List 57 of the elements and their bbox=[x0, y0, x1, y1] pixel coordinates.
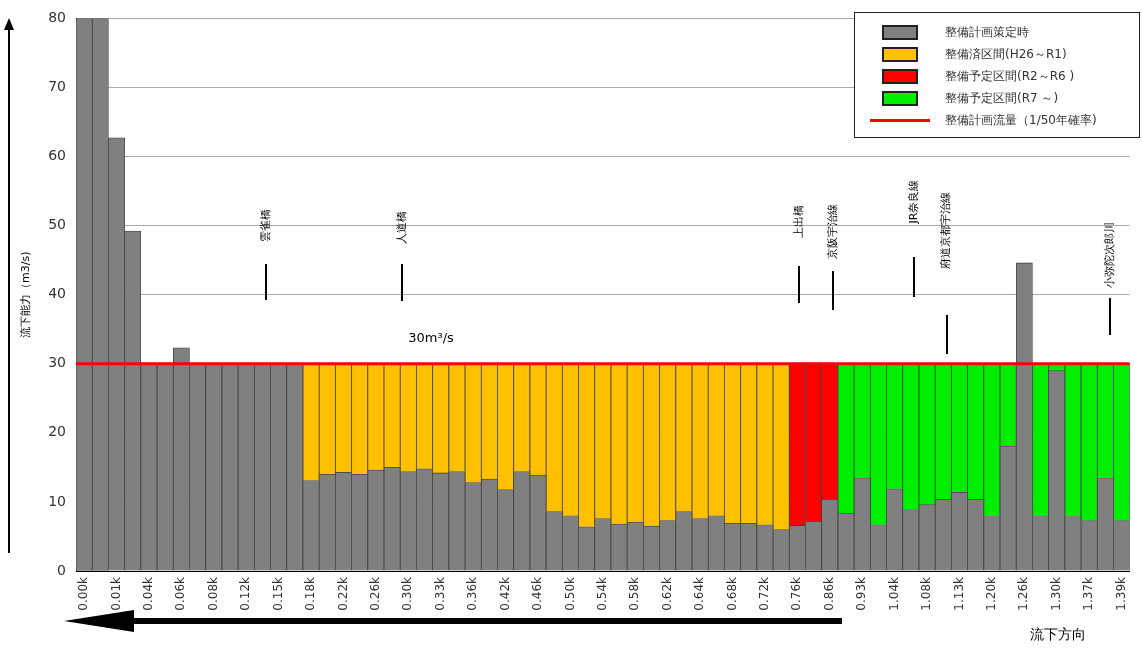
x-tick-label: 1.37k bbox=[1081, 576, 1096, 611]
y-axis-title: 流下能力（m3/s) bbox=[19, 251, 33, 338]
x-tick-label: 0.68k bbox=[724, 576, 739, 611]
x-tick-label: 0.62k bbox=[659, 576, 674, 611]
x-tick-label: 0.50k bbox=[562, 576, 577, 611]
legend-label: 整備予定区間(R2～R6 ) bbox=[945, 67, 1075, 85]
annotation: JR奈良線 bbox=[906, 179, 920, 225]
x-tick-label: 0.30k bbox=[400, 576, 415, 611]
x-tick-label: 1.39k bbox=[1113, 576, 1128, 611]
x-tick-label: 0.64k bbox=[692, 576, 707, 611]
annotation: 30m³/s bbox=[408, 329, 455, 345]
annotation: 上出橋 bbox=[791, 205, 805, 239]
x-tick-label: 0.06k bbox=[173, 576, 188, 611]
x-tick-label: 0.12k bbox=[238, 576, 253, 611]
y-tick-label: 70 bbox=[48, 78, 66, 95]
x-tick-label: 0.72k bbox=[757, 576, 772, 611]
x-tick-label: 0.33k bbox=[432, 576, 447, 611]
x-tick-label: 1.04k bbox=[886, 576, 901, 611]
x-tick-label: 0.04k bbox=[141, 576, 156, 611]
x-tick-label: 0.54k bbox=[594, 576, 609, 611]
x-tick-label: 0.58k bbox=[627, 576, 642, 611]
annotation: 小弥陀次郎川 bbox=[1103, 221, 1117, 288]
y-tick-label: 0 bbox=[57, 561, 66, 578]
x-tick-label: 1.30k bbox=[1048, 576, 1063, 611]
x-tick-label: 0.76k bbox=[789, 576, 804, 611]
x-tick-label: 0.01k bbox=[108, 576, 123, 611]
x-tick-label: 0.15k bbox=[270, 576, 285, 611]
legend-label: 整備済区間(H26～R1) bbox=[945, 45, 1067, 63]
y-tick-label: 80 bbox=[48, 9, 66, 26]
y-tick-label: 60 bbox=[48, 147, 66, 164]
x-tick-label: 0.46k bbox=[530, 576, 545, 611]
x-tick-label: 0.08k bbox=[205, 576, 220, 611]
x-tick-label: 1.20k bbox=[984, 576, 999, 611]
annotation: 京阪宇治線 bbox=[825, 203, 839, 259]
y-tick-label: 20 bbox=[48, 423, 66, 440]
y-tick-label: 10 bbox=[48, 492, 66, 509]
legend-label: 整備計画流量（1/50年確率) bbox=[945, 111, 1097, 129]
y-tick-label: 30 bbox=[48, 354, 66, 371]
x-tick-label: 0.36k bbox=[465, 576, 480, 611]
x-axis-title: 流下方向 bbox=[1030, 626, 1086, 644]
annotation: 人道橋 bbox=[394, 211, 408, 245]
x-tick-label: 1.08k bbox=[919, 576, 934, 611]
x-tick-label: 0.00k bbox=[76, 576, 91, 611]
legend-label: 整備予定区間(R7 ～) bbox=[945, 89, 1059, 107]
x-tick-label: 0.22k bbox=[335, 576, 350, 611]
x-tick-label: 1.26k bbox=[1016, 576, 1031, 611]
x-tick-label: 0.18k bbox=[303, 576, 318, 611]
x-tick-label: 0.42k bbox=[497, 576, 512, 611]
annotation: 雲雀橋 bbox=[258, 208, 272, 242]
y-tick-label: 50 bbox=[48, 216, 66, 233]
x-tick-label: 0.86k bbox=[821, 576, 836, 611]
annotation: 府道京都宇治線 bbox=[939, 192, 953, 270]
legend-label: 整備計画策定時 bbox=[945, 23, 1029, 41]
x-tick-label: 0.26k bbox=[368, 576, 383, 611]
x-tick-label: 1.13k bbox=[951, 576, 966, 611]
x-tick-label: 0.93k bbox=[854, 576, 869, 611]
y-tick-label: 40 bbox=[48, 285, 66, 302]
